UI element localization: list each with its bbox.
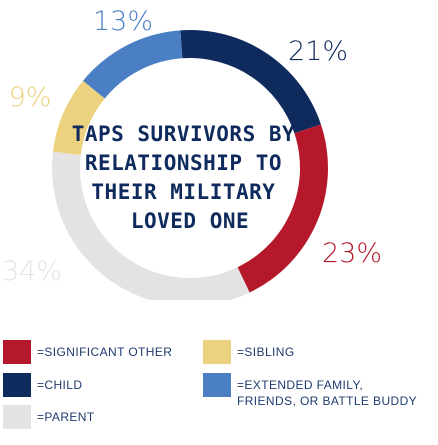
legend-item-sibling: =SIBLING (203, 340, 295, 364)
pct-label-sibling: 9% (9, 82, 52, 113)
legend-label-significant-other: =SIGNIFICANT OTHER (37, 345, 173, 359)
slice-extended-family-friends-or-battle-buddy (83, 30, 183, 99)
chart-title-line-4: LOVED ONE (131, 209, 249, 233)
legend-label-extended-line-2: FRIENDS, OR BATTLE BUDDY (237, 394, 418, 408)
donut-chart: 21% 23% 34% 9% 13% TAPS SURVIVORS BY RELATIO… (2, 6, 382, 300)
legend-swatch-extended (203, 373, 231, 397)
donut-slices (52, 30, 328, 300)
pct-label-extended-family-friends-or-battle-buddy: 13% (93, 6, 153, 37)
legend-item-child: =CHILD (3, 373, 82, 397)
legend-label-parent: =PARENT (37, 410, 95, 424)
legend-label-child: =CHILD (37, 378, 83, 392)
slice-parent (52, 151, 250, 300)
legend-label-sibling: =SIBLING (237, 345, 295, 359)
chart-title-line-2: RELATIONSHIP TO (85, 151, 282, 175)
chart-title-line-1: TAPS SURVIVORS BY (72, 122, 295, 146)
legend-swatch-sibling (203, 340, 231, 364)
legend-swatch-child (3, 373, 31, 397)
legend-label-extended: =EXTENDED FAMILY, FRIENDS, OR BATTLE BUD… (237, 373, 417, 409)
legend-item-extended: =EXTENDED FAMILY, FRIENDS, OR BATTLE BUD… (203, 373, 417, 409)
pct-label-significant-other: 23% (322, 238, 382, 269)
chart-title: TAPS SURVIVORS BY RELATIONSHIP TO THEIR … (72, 122, 309, 233)
legend-swatch-parent (3, 405, 31, 429)
legend-label-extended-line-1: =EXTENDED FAMILY, (237, 378, 364, 392)
legend-item-parent: =PARENT (3, 405, 95, 429)
chart-title-line-3: THEIR MILITARY (91, 180, 275, 204)
slice-sibling (52, 80, 105, 155)
legend-swatch-significant-other (3, 340, 31, 364)
slice-significant-other (237, 124, 328, 293)
legend-item-significant-other: =SIGNIFICANT OTHER (3, 340, 172, 364)
percentage-labels: 21% 23% 34% 9% 13% (2, 6, 382, 287)
pct-label-parent: 34% (2, 256, 62, 287)
legend: =SIGNIFICANT OTHER =SIBLING =CHILD =EXTE… (0, 315, 438, 445)
pct-label-child: 21% (288, 36, 348, 67)
slice-child (180, 30, 321, 134)
